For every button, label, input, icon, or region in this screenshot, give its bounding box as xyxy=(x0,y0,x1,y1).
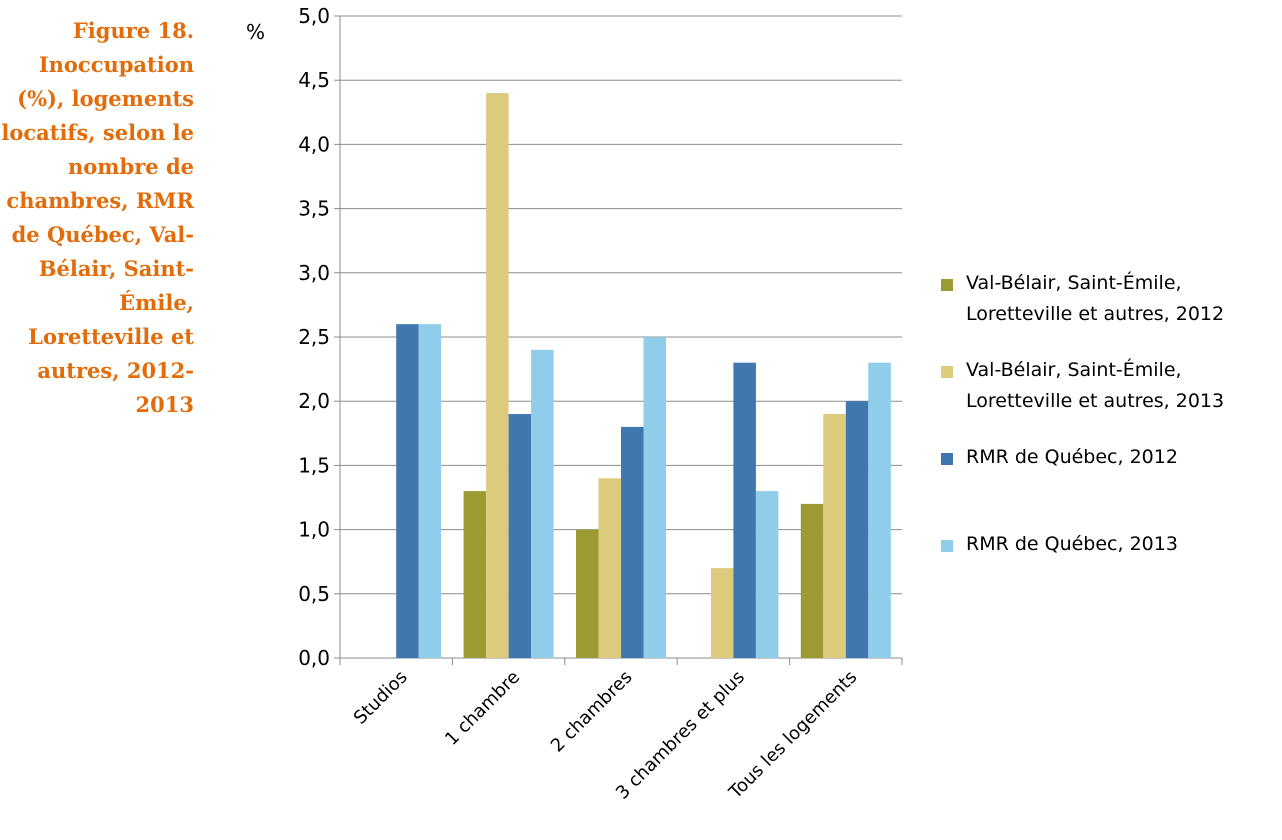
bar xyxy=(845,401,869,658)
bar xyxy=(418,324,442,658)
bar xyxy=(463,491,487,658)
legend-label: Val-Bélair, Saint-Émile, Loretteville et … xyxy=(966,358,1224,412)
y-tick-label: 3,5 xyxy=(298,197,330,221)
y-tick-label: 4,5 xyxy=(298,68,330,92)
x-tick-label: 3 chambres et plus xyxy=(612,667,749,804)
legend-label: RMR de Québec, 2013 xyxy=(966,533,1178,555)
x-tick-label: 2 chambres xyxy=(547,667,637,757)
legend-label: RMR de Québec, 2012 xyxy=(966,446,1178,468)
y-tick-label: 2,0 xyxy=(298,389,330,413)
legend-label: Val-Bélair, Saint-Émile, Loretteville et … xyxy=(966,271,1224,325)
y-tick-label: 0,5 xyxy=(298,582,330,606)
bar xyxy=(508,414,532,658)
bar xyxy=(800,503,824,658)
legend-swatch xyxy=(941,279,953,291)
legend-swatch xyxy=(941,453,953,465)
bar xyxy=(823,414,846,658)
y-tick-label: 1,0 xyxy=(298,518,330,542)
bar xyxy=(710,568,734,658)
y-tick-label: 0,0 xyxy=(298,646,330,670)
bar xyxy=(755,491,779,658)
x-tick-label: Studios xyxy=(350,667,412,729)
y-axis-label: % xyxy=(246,20,265,44)
bar xyxy=(576,529,599,658)
bar xyxy=(733,362,756,658)
bar xyxy=(486,93,509,659)
bar xyxy=(598,478,621,658)
figure-caption: Figure 18. Inoccupation (%), logements l… xyxy=(1,18,194,417)
x-tick-label: Tous les logements xyxy=(724,667,861,804)
bar xyxy=(531,349,554,658)
y-tick-label: 1,5 xyxy=(298,453,330,477)
y-tick-label: 4,0 xyxy=(298,132,330,156)
bar xyxy=(643,337,666,658)
y-tick-label: 2,5 xyxy=(298,325,330,349)
bar xyxy=(396,324,419,658)
bar xyxy=(868,362,891,658)
legend-swatch xyxy=(941,366,953,378)
legend-swatch xyxy=(941,540,953,552)
y-tick-label: 3,0 xyxy=(298,261,330,285)
y-tick-label: 5,0 xyxy=(298,4,330,28)
x-tick-label: 1 chambre xyxy=(441,667,524,750)
bar xyxy=(621,426,644,658)
